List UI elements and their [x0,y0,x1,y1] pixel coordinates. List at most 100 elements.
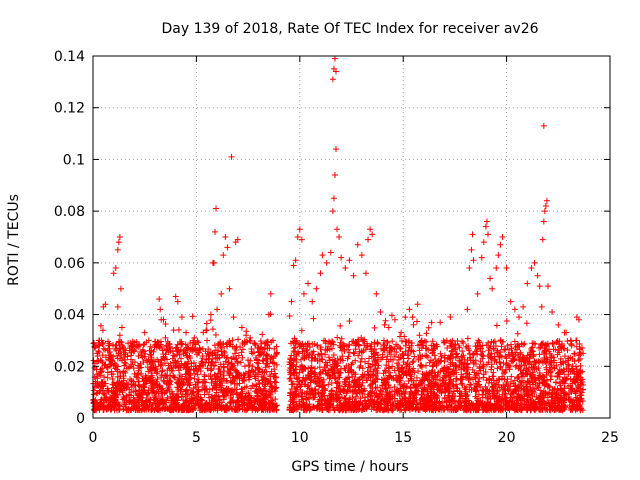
band-point [302,375,309,382]
band-point [400,351,407,358]
band-point [437,319,444,326]
x-tick-label: 10 [291,430,309,446]
band-point [273,361,280,368]
data-point [330,195,337,202]
band-point [128,377,135,384]
band-point [555,369,562,376]
data-point [336,234,343,240]
band-point [100,390,107,397]
band-point [393,376,400,383]
band-point [366,355,373,362]
data-point [469,231,476,238]
band-point [100,405,107,412]
band-point [268,353,275,360]
band-point [182,388,189,395]
data-point [555,321,562,328]
band-point [180,401,187,408]
band-point [427,357,434,364]
data-point [210,259,217,266]
band-point [256,380,263,387]
band-point [479,352,486,359]
band-point [254,407,261,414]
band-point [243,383,250,390]
band-point [454,353,461,360]
band-point [130,387,137,394]
band-point [493,358,500,365]
band-point [124,353,131,360]
band-point [120,368,127,375]
band-point [135,367,142,374]
band-point [508,341,515,348]
band-point [145,387,152,394]
band-point [214,355,221,362]
band-point [191,375,198,382]
band-point [105,352,112,359]
band-point [179,341,186,348]
band-point [383,362,390,369]
band-point [178,375,185,382]
band-point [424,354,431,361]
band-point [490,346,497,353]
data-point [338,254,345,261]
band-point [422,352,429,359]
band-point [161,390,168,397]
band-point [268,386,275,393]
band-point [576,349,583,356]
band-point [233,355,240,362]
data-point [178,314,185,321]
band-point [134,343,141,350]
band-point [560,360,567,367]
band-point [177,388,184,395]
band-point [203,320,210,327]
band-point [459,381,466,388]
band-point [382,317,389,324]
band-point [201,371,208,378]
y-tick-label: 0.02 [54,359,85,375]
band-point [464,335,471,342]
band-point [259,377,266,384]
band-point [402,342,409,349]
band-point [109,375,116,382]
band-point [195,402,202,409]
band-point [338,335,345,342]
band-point [530,352,537,359]
band-point [306,344,313,351]
data-point [544,283,551,290]
band-point [260,391,267,398]
x-tick-label: 0 [89,430,98,446]
band-point [223,341,230,348]
band-point [160,354,167,361]
data-point [115,239,122,246]
band-point [249,363,256,370]
data-point [499,234,506,240]
band-point [429,338,436,345]
band-point [499,373,506,380]
band-point [314,342,321,349]
chart-title: Day 139 of 2018, Rate Of TEC Index for r… [161,21,538,37]
band-point [111,396,118,403]
data-point [358,252,365,259]
band-point [339,353,346,360]
band-point [432,400,439,407]
band-point [217,343,224,350]
band-point [107,399,114,406]
data-point [183,329,190,336]
data-point [267,290,274,297]
band-point [171,353,178,360]
data-point [482,223,489,230]
band-point [356,364,363,371]
band-point [230,354,237,361]
band-point [333,384,340,391]
band-point [410,358,417,365]
band-point [532,341,539,348]
band-point [147,396,154,403]
band-point [423,338,430,345]
data-point [489,285,496,292]
band-point [233,368,240,375]
band-point [303,347,310,354]
band-point [415,368,422,375]
band-point [494,365,501,372]
data-point [524,280,531,287]
band-point [364,393,371,400]
band-point [169,348,176,355]
